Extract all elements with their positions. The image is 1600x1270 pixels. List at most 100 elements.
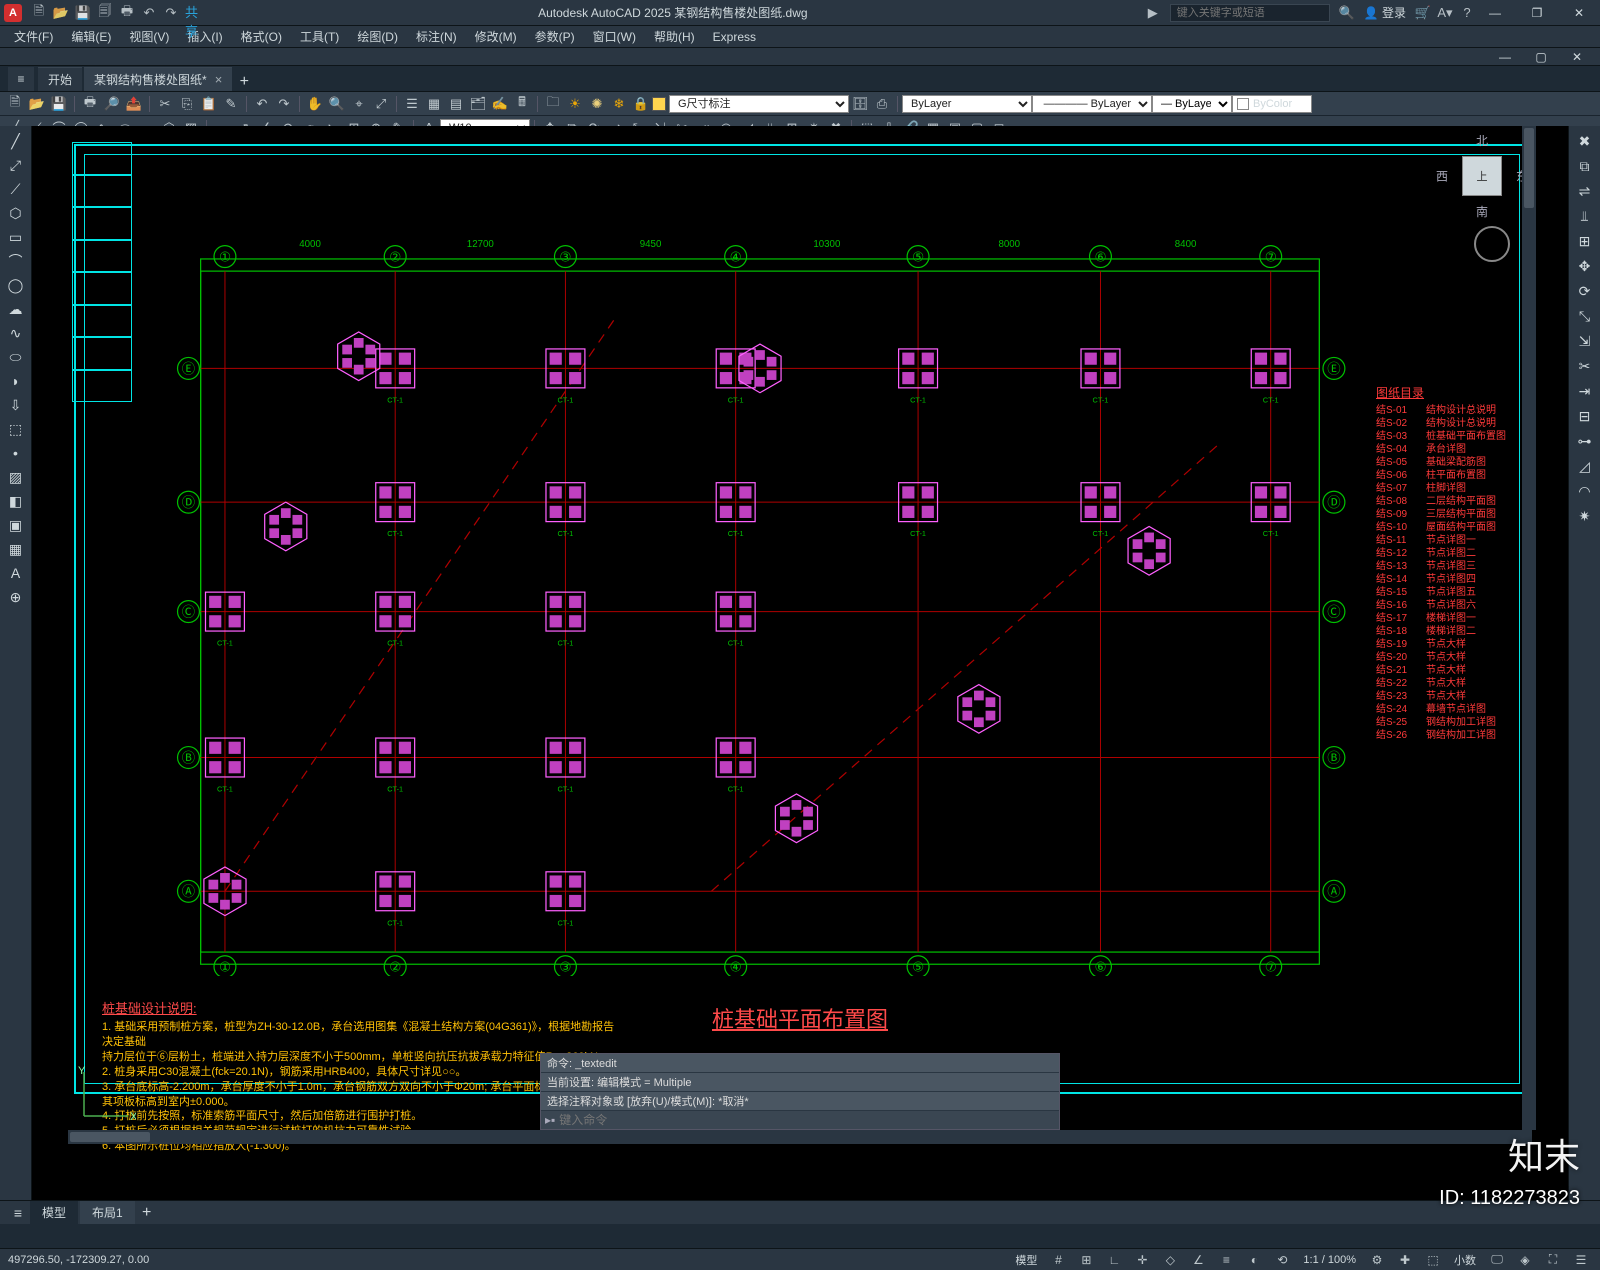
mirror2-icon[interactable]: ⇌ xyxy=(1573,180,1597,202)
markup-icon[interactable]: ✍ xyxy=(490,94,510,114)
help-search-input[interactable] xyxy=(1170,4,1330,22)
dimstyle-select[interactable]: G尺寸标注 xyxy=(669,95,849,113)
viewcube[interactable]: 北 南 西 东 上 xyxy=(1442,136,1522,216)
grid-toggle-icon[interactable]: # xyxy=(1047,1251,1069,1269)
restore-button[interactable]: ❐ xyxy=(1520,0,1554,26)
light-icon[interactable]: ✺ xyxy=(587,94,607,114)
ellipsearc-tool-icon[interactable]: ◗ xyxy=(4,370,28,392)
insertblock-tool-icon[interactable]: ⇩ xyxy=(4,394,28,416)
rect-tool-icon[interactable]: ▭ xyxy=(4,226,28,248)
zoom-icon[interactable]: 🔍 xyxy=(327,94,347,114)
chamfer2-icon[interactable]: ◿ xyxy=(1573,455,1597,477)
zoom-window-icon[interactable]: ⌖ xyxy=(349,94,369,114)
addsel-tool-icon[interactable]: ⊕ xyxy=(4,586,28,608)
cut-icon[interactable]: ✂ xyxy=(155,94,175,114)
gear-icon[interactable]: ⚙ xyxy=(1366,1251,1388,1269)
makeblock-tool-icon[interactable]: ⬚ xyxy=(4,418,28,440)
fillet2-icon[interactable]: ◠ xyxy=(1573,480,1597,502)
break-icon[interactable]: ⊟ xyxy=(1573,405,1597,427)
monitor-icon[interactable]: 🖵 xyxy=(1486,1251,1508,1269)
menu-item[interactable]: 绘图(D) xyxy=(349,26,406,47)
sheetset-icon[interactable]: 🗂 xyxy=(468,94,488,114)
menu-item[interactable]: 工具(T) xyxy=(292,26,347,47)
menu-item[interactable]: 帮助(H) xyxy=(646,26,703,47)
polar-toggle-icon[interactable]: ✛ xyxy=(1131,1251,1153,1269)
help-icon[interactable]: ? xyxy=(1459,5,1475,21)
doc-restore-button[interactable]: ▢ xyxy=(1524,44,1558,70)
menu-item[interactable]: 文件(F) xyxy=(6,26,61,47)
osnap-toggle-icon[interactable]: ◇ xyxy=(1159,1251,1181,1269)
new-icon[interactable]: 🗎 xyxy=(5,94,25,114)
region-tool-icon[interactable]: ▣ xyxy=(4,514,28,536)
autodesk-icon[interactable]: ▶ xyxy=(1145,5,1161,21)
trim2-icon[interactable]: ✂ xyxy=(1573,355,1597,377)
customize-icon[interactable]: ☰ xyxy=(1570,1251,1592,1269)
stretch2-icon[interactable]: ⇲ xyxy=(1573,330,1597,352)
menu-item[interactable]: 参数(P) xyxy=(527,26,583,47)
login-button[interactable]: 👤 登录 xyxy=(1364,4,1406,21)
menu-item[interactable]: 标注(N) xyxy=(408,26,465,47)
freeze-icon[interactable]: ❄ xyxy=(609,94,629,114)
qat-redo-icon[interactable]: ↷ xyxy=(163,5,179,21)
start-tab[interactable]: 开始 xyxy=(38,67,82,91)
undo-icon[interactable]: ↶ xyxy=(252,94,272,114)
polygon-tool-icon[interactable]: ⬡ xyxy=(4,202,28,224)
qat-open-icon[interactable]: 📂 xyxy=(53,5,69,21)
snap-toggle-icon[interactable]: ⊞ xyxy=(1075,1251,1097,1269)
modelspace-toggle[interactable]: 模型 xyxy=(1011,1252,1041,1268)
vertical-scrollbar[interactable] xyxy=(1522,126,1536,1130)
scale2-icon[interactable]: ⤡ xyxy=(1573,305,1597,327)
viewcube-top[interactable]: 上 xyxy=(1462,156,1502,196)
open-icon[interactable]: 📂 xyxy=(27,94,47,114)
ortho-toggle-icon[interactable]: ∟ xyxy=(1103,1251,1125,1269)
quickcalc-icon[interactable]: 🖩 xyxy=(512,94,532,114)
layermgr-icon[interactable]: 🗄 xyxy=(850,94,870,114)
line-tool-icon[interactable]: ╱ xyxy=(4,130,28,152)
toolpalette-icon[interactable]: ▤ xyxy=(446,94,466,114)
layout1-tab[interactable]: 布局1 xyxy=(80,1201,135,1224)
ellipse-tool-icon[interactable]: ⬭ xyxy=(4,346,28,368)
qat-new-icon[interactable]: 🗎 xyxy=(31,5,47,21)
xline-tool-icon[interactable]: ⤢ xyxy=(4,154,28,176)
preview-icon[interactable]: 🔎 xyxy=(102,94,122,114)
paste-icon[interactable]: 📋 xyxy=(199,94,219,114)
layerstate-icon[interactable]: ⎙ xyxy=(872,94,892,114)
isodraft-icon[interactable]: ◈ xyxy=(1514,1251,1536,1269)
qat-plot-icon[interactable]: 🖶 xyxy=(119,5,135,21)
qat-undo-icon[interactable]: ↶ xyxy=(141,5,157,21)
close-button[interactable]: ✕ xyxy=(1562,0,1596,26)
clean-screen-icon[interactable]: ⛶ xyxy=(1542,1251,1564,1269)
command-input[interactable] xyxy=(559,1113,1055,1127)
anno-visibility-icon[interactable]: ✚ xyxy=(1394,1251,1416,1269)
autodesk-a-icon[interactable]: A▾ xyxy=(1437,5,1453,21)
otrack-toggle-icon[interactable]: ∠ xyxy=(1187,1251,1209,1269)
doc-close-button[interactable]: ✕ xyxy=(1560,44,1594,70)
layer-icon[interactable]: 🗀 xyxy=(543,94,563,114)
designcenter-icon[interactable]: ▦ xyxy=(424,94,444,114)
copy3-icon[interactable]: ⧉ xyxy=(1573,155,1597,177)
sun-icon[interactable]: ☀ xyxy=(565,94,585,114)
menu-item[interactable]: 格式(O) xyxy=(233,26,290,47)
menu-item[interactable]: 编辑(E) xyxy=(63,26,119,47)
array2-icon[interactable]: ⊞ xyxy=(1573,230,1597,252)
layer-color-swatch[interactable] xyxy=(652,97,666,111)
join-icon[interactable]: ⊶ xyxy=(1573,430,1597,452)
doc-minimize-button[interactable]: — xyxy=(1488,44,1522,70)
spline-tool-icon[interactable]: ∿ xyxy=(4,322,28,344)
point-tool-icon[interactable]: • xyxy=(4,442,28,464)
cart-icon[interactable]: 🛒 xyxy=(1415,5,1431,21)
lwt-toggle-icon[interactable]: ≡ xyxy=(1215,1251,1237,1269)
publish-icon[interactable]: 📤 xyxy=(124,94,144,114)
units-readout[interactable]: 小数 xyxy=(1450,1252,1480,1268)
hatch-tool-icon[interactable]: ▨ xyxy=(4,466,28,488)
match-icon[interactable]: ✎ xyxy=(221,94,241,114)
menu-item[interactable]: Express xyxy=(705,28,764,46)
explode2-icon[interactable]: ✷ xyxy=(1573,505,1597,527)
layout-menu-icon[interactable]: ≡ xyxy=(6,1202,30,1224)
properties-icon[interactable]: ☰ xyxy=(402,94,422,114)
menu-item[interactable]: 视图(V) xyxy=(121,26,177,47)
erase2-icon[interactable]: ✖ xyxy=(1573,130,1597,152)
tab-add-button[interactable]: + xyxy=(234,73,254,91)
linetype-select[interactable]: ———— ByLayer xyxy=(1032,95,1152,113)
mtext-tool-icon[interactable]: A xyxy=(4,562,28,584)
